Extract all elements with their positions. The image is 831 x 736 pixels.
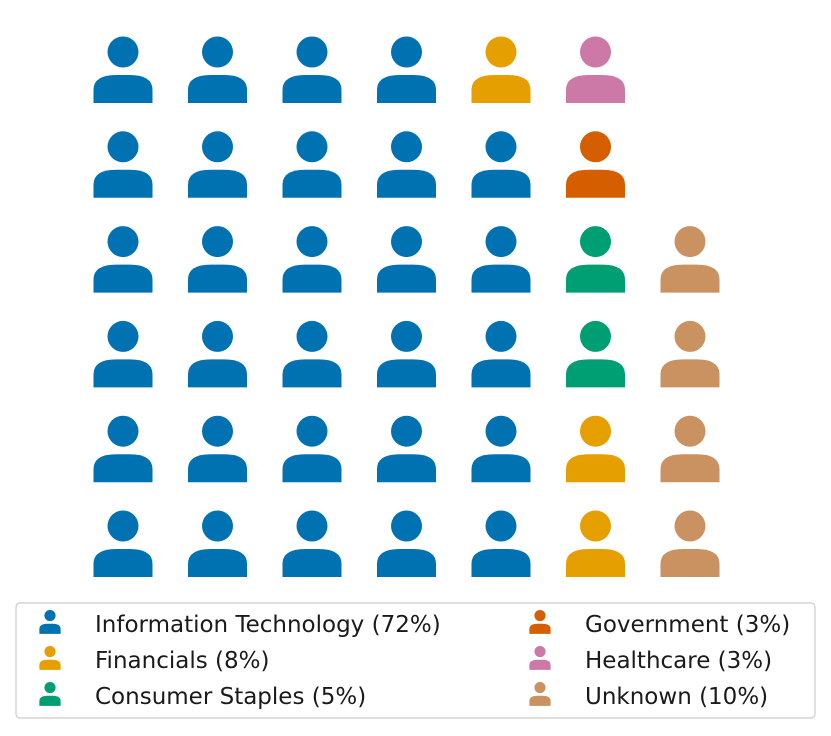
legend-label: Government (3%) xyxy=(585,612,790,638)
person-icon xyxy=(93,226,153,293)
legend-person-icon xyxy=(39,681,61,706)
person-icon xyxy=(471,320,531,388)
person-icon xyxy=(377,320,436,388)
person-icon xyxy=(282,510,342,577)
person-icon xyxy=(377,36,436,103)
legend-person-icon xyxy=(39,609,61,634)
legend-person-icon xyxy=(39,645,61,670)
person-icon xyxy=(566,226,625,293)
legend-label: Healthcare (3%) xyxy=(585,648,772,674)
person-icon xyxy=(660,226,720,293)
person-icon xyxy=(471,415,531,483)
person-icon xyxy=(377,510,436,577)
legend-label: Financials (8%) xyxy=(95,648,269,674)
person-icon xyxy=(93,36,153,103)
person-icon xyxy=(660,415,720,483)
person-icon xyxy=(566,320,625,388)
person-icon xyxy=(471,226,531,293)
legend-person-icon xyxy=(529,645,551,670)
person-icon xyxy=(471,131,531,198)
icon-grid xyxy=(93,36,720,577)
person-icon xyxy=(282,415,342,483)
person-icon xyxy=(566,415,625,483)
person-icon xyxy=(93,131,153,198)
person-icon xyxy=(93,415,153,483)
person-icon xyxy=(282,320,342,388)
person-icon xyxy=(282,36,342,103)
person-icon xyxy=(188,36,247,103)
legend-label: Unknown (10%) xyxy=(585,684,768,710)
person-icon xyxy=(566,36,625,103)
person-icon xyxy=(377,415,436,483)
person-icon xyxy=(660,510,720,577)
person-icon xyxy=(566,510,625,577)
person-icon xyxy=(282,226,342,293)
legend-person-icon xyxy=(529,681,551,706)
person-icon xyxy=(660,320,720,388)
legend-label: Consumer Staples (5%) xyxy=(95,684,366,710)
legend-items: Information Technology (72%) Financials (… xyxy=(39,609,790,710)
legend-label: Information Technology (72%) xyxy=(95,612,441,638)
person-icon xyxy=(471,510,531,577)
person-icon xyxy=(188,320,247,388)
legend-person-icon xyxy=(529,609,551,634)
person-icon xyxy=(471,36,531,103)
person-icon xyxy=(93,510,153,577)
person-icon xyxy=(188,415,247,483)
person-icon xyxy=(188,226,247,293)
person-icon xyxy=(282,131,342,198)
person-icon xyxy=(93,320,153,388)
person-icon xyxy=(566,131,625,198)
person-icon xyxy=(188,131,247,198)
legend: Information Technology (72%) Financials (… xyxy=(15,602,816,719)
person-icon xyxy=(377,226,436,293)
person-icon xyxy=(377,131,436,198)
legend-frame xyxy=(15,602,816,719)
person-icon xyxy=(188,510,247,577)
